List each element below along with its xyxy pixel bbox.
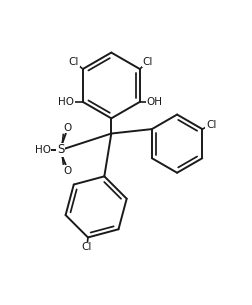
Text: O: O (63, 123, 71, 133)
Text: Cl: Cl (142, 57, 152, 67)
Text: Cl: Cl (205, 120, 215, 130)
Text: O: O (63, 166, 71, 176)
Text: Cl: Cl (81, 242, 91, 252)
Text: S: S (57, 143, 64, 156)
Text: HO: HO (34, 145, 50, 155)
Text: OH: OH (146, 97, 162, 107)
Text: Cl: Cl (69, 57, 79, 67)
Text: HO: HO (58, 97, 74, 107)
